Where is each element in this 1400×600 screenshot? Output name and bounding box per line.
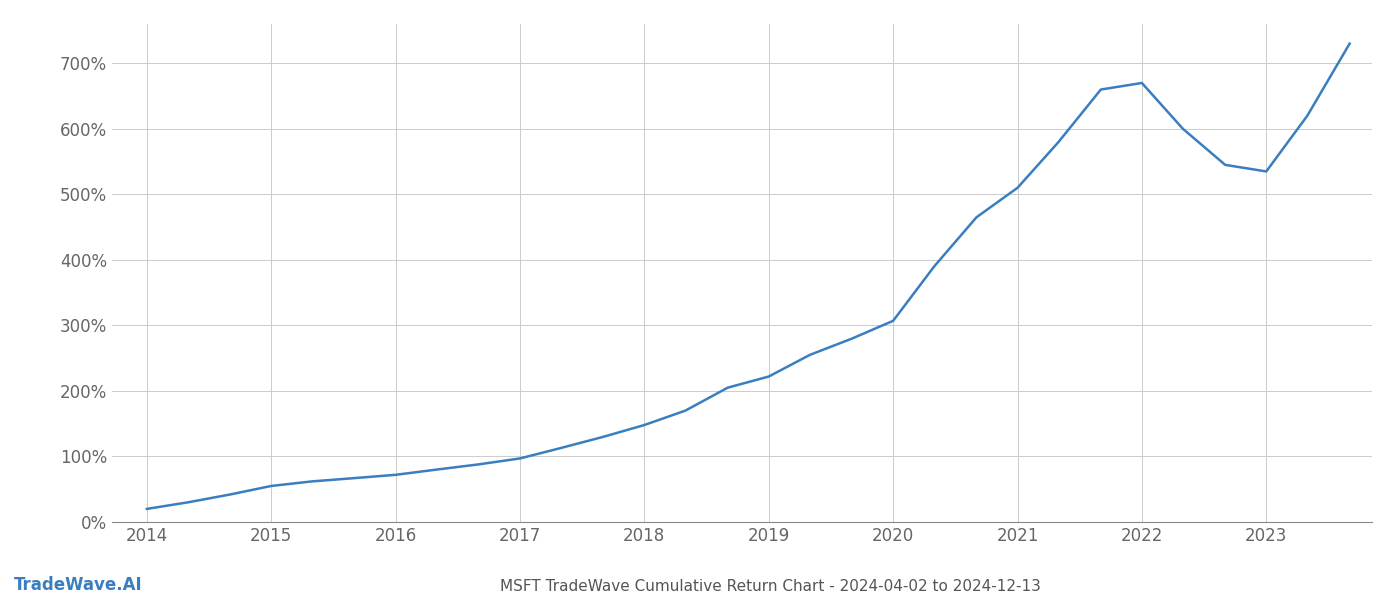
Text: MSFT TradeWave Cumulative Return Chart - 2024-04-02 to 2024-12-13: MSFT TradeWave Cumulative Return Chart -… <box>500 579 1040 594</box>
Text: TradeWave.AI: TradeWave.AI <box>14 576 143 594</box>
